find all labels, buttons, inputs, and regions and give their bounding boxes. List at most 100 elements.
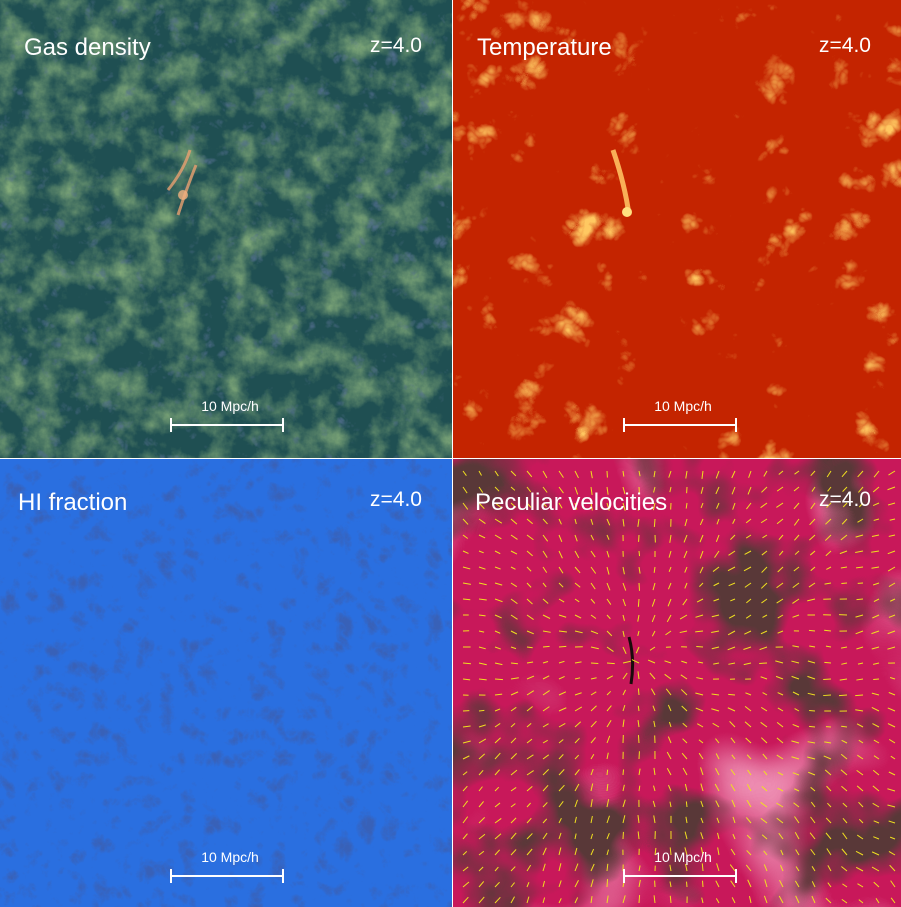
velocity-arrow (807, 741, 816, 744)
velocity-arrow (778, 470, 784, 475)
velocity-arrow (542, 880, 546, 888)
velocity-arrow (695, 707, 704, 712)
velocity-arrow (652, 800, 656, 808)
velocity-arrow (842, 832, 848, 840)
velocity-arrow (590, 677, 597, 680)
velocity-arrow (871, 866, 880, 872)
velocity-arrow (763, 895, 768, 904)
velocity-arrow (494, 833, 502, 840)
velocity-arrow (807, 660, 816, 664)
velocity-arrow (462, 662, 471, 665)
velocity-arrow (795, 849, 800, 856)
velocity-arrow (744, 550, 752, 555)
velocity-arrow (653, 720, 656, 728)
velocity-arrow (622, 470, 625, 477)
velocity-arrow (494, 786, 500, 792)
velocity-arrow (666, 751, 672, 760)
velocity-arrow (760, 721, 768, 728)
velocity-arrow (606, 832, 610, 840)
velocity-arrow (558, 582, 564, 588)
velocity-arrow (631, 659, 640, 664)
velocity-arrow (606, 863, 609, 872)
velocity-arrow (682, 598, 688, 606)
velocity-arrow (759, 646, 768, 651)
velocity-arrow (478, 486, 484, 493)
velocity-arrow (558, 645, 567, 648)
velocity-arrow (590, 879, 594, 888)
velocity-arrow (699, 518, 704, 526)
velocity-arrow (510, 470, 517, 477)
scale-bar: 10 Mpc/h (150, 398, 310, 438)
velocity-arrow (494, 802, 501, 808)
velocity-arrow (730, 880, 736, 888)
velocity-arrow (700, 486, 704, 494)
velocity-arrow (494, 486, 500, 492)
velocity-arrow (810, 816, 816, 824)
velocity-arrow (649, 672, 656, 680)
velocity-arrow (574, 754, 580, 760)
velocity-arrow (542, 832, 548, 840)
velocity-arrow (510, 646, 517, 650)
velocity-arrow (682, 767, 688, 776)
velocity-arrow (542, 550, 548, 558)
velocity-arrow (526, 785, 533, 792)
velocity-arrow (715, 738, 720, 744)
velocity-arrow (731, 470, 736, 479)
velocity-arrow (622, 769, 625, 776)
velocity-arrow (825, 817, 832, 824)
velocity-arrow (777, 566, 784, 573)
velocity-arrow (668, 566, 672, 572)
velocity-arrow (700, 783, 704, 792)
velocity-arrow (526, 550, 533, 557)
velocity-arrow (462, 881, 470, 888)
velocity-arrow (666, 767, 672, 776)
velocity-arrow (653, 815, 656, 824)
velocity-arrow (776, 486, 784, 492)
redshift-label: z=4.0 (370, 488, 422, 511)
velocity-arrow (717, 832, 720, 840)
velocity-arrow (761, 834, 768, 840)
velocity-arrow (542, 566, 548, 573)
velocity-arrow (510, 817, 517, 824)
velocity-arrow (682, 722, 688, 728)
velocity-arrow (794, 470, 800, 475)
velocity-arrow (684, 582, 688, 589)
velocity-arrow (494, 518, 503, 524)
velocity-arrow (856, 769, 864, 776)
velocity-arrow (841, 848, 848, 856)
velocity-arrow (778, 550, 784, 556)
velocity-arrow (574, 486, 579, 495)
velocity-arrow (858, 818, 864, 824)
velocity-arrow (761, 566, 768, 573)
velocity-arrow (745, 534, 752, 539)
velocity-arrow (542, 675, 550, 680)
velocity-arrow (622, 704, 626, 712)
velocity-arrow (526, 646, 533, 649)
velocity-arrow (791, 740, 800, 744)
velocity-arrow (841, 518, 848, 525)
velocity-arrow (574, 816, 577, 824)
velocity-arrow (713, 598, 720, 602)
velocity-arrow (478, 598, 487, 601)
velocity-arrow (638, 879, 641, 888)
velocity-arrow (606, 849, 609, 856)
velocity-arrow (857, 754, 864, 760)
velocity-arrow (856, 834, 864, 840)
velocity-arrow (526, 630, 534, 635)
velocity-arrow (743, 646, 752, 650)
velocity-arrow (606, 662, 615, 665)
velocity-arrow (462, 598, 471, 601)
velocity-arrow (494, 866, 499, 872)
velocity-arrow (462, 725, 471, 728)
velocity-arrow (745, 864, 752, 872)
velocity-arrow (510, 832, 517, 840)
velocity-arrow (685, 816, 688, 824)
velocity-arrow (780, 849, 784, 856)
velocity-arrow (825, 897, 832, 904)
velocity-arrow (606, 566, 610, 575)
velocity-arrow (574, 737, 580, 744)
velocity-arrow (665, 688, 672, 696)
velocity-arrow (889, 836, 896, 840)
velocity-arrow (825, 832, 832, 840)
velocity-arrow (606, 690, 612, 696)
